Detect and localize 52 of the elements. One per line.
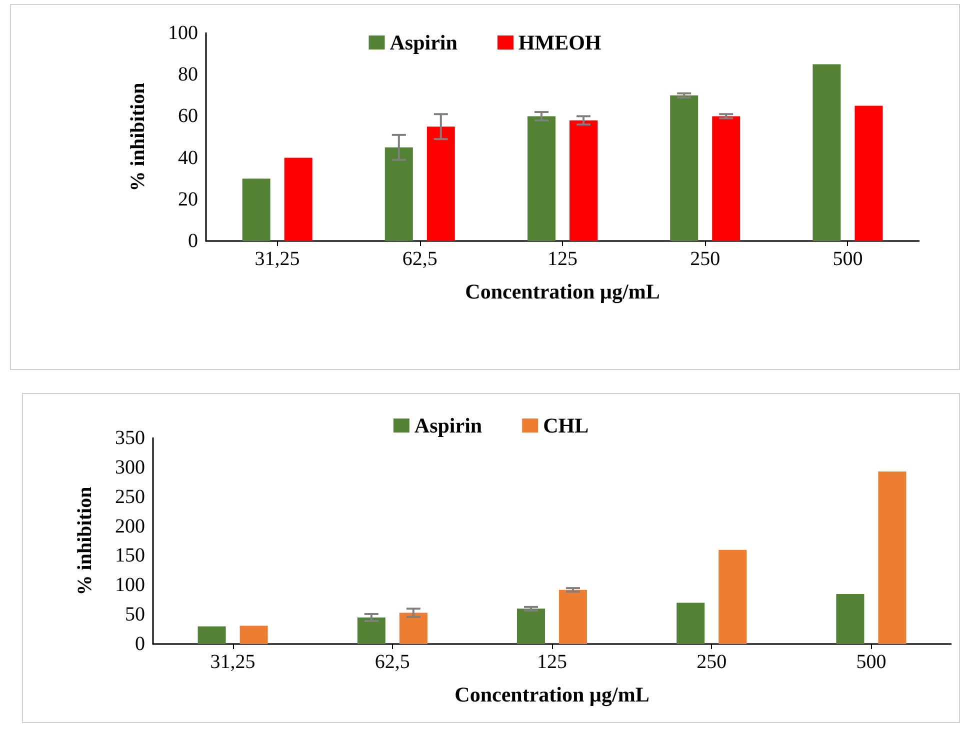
bar: [718, 550, 747, 644]
y-tick-label: 300: [115, 456, 145, 478]
legend-label: Aspirin: [390, 30, 458, 54]
x-tick-label: 31,25: [254, 248, 300, 270]
x-axis-title: Concentration µg/mL: [454, 682, 650, 706]
bar: [676, 602, 705, 644]
y-tick-label: 250: [115, 486, 145, 508]
bar: [242, 178, 270, 241]
bar: [384, 147, 413, 241]
bar: [240, 626, 268, 644]
x-tick-label: 500: [856, 651, 886, 673]
bar: [399, 612, 428, 644]
bar: [426, 126, 455, 241]
y-tick-label: 20: [178, 188, 198, 210]
bar: [878, 472, 906, 644]
x-tick-label: 250: [696, 651, 727, 673]
x-tick-label: 250: [690, 248, 720, 270]
y-tick-label: 100: [115, 574, 145, 596]
y-tick-label: 350: [115, 427, 145, 449]
y-tick-label: 80: [178, 64, 198, 86]
x-tick-label: 31,25: [210, 651, 256, 673]
bar: [357, 618, 386, 644]
bar: [570, 120, 598, 241]
y-tick-label: 0: [135, 633, 145, 655]
y-tick-label: 50: [125, 604, 145, 626]
y-tick-label: 40: [178, 146, 198, 169]
y-tick-label: 60: [178, 105, 198, 128]
x-tick-label: 62,5: [374, 651, 410, 673]
y-tick-label: 150: [115, 544, 145, 567]
bar: [670, 95, 698, 241]
legend-label: HMEOH: [518, 30, 602, 54]
bar: [517, 608, 545, 644]
y-tick-label: 0: [188, 230, 198, 252]
bar: [284, 158, 312, 241]
y-axis-title: % inhibition: [127, 82, 149, 192]
bar: [712, 116, 740, 241]
bar: [528, 116, 556, 241]
bar: [836, 594, 864, 644]
x-tick-label: 125: [548, 248, 578, 270]
x-tick-label: 62,5: [402, 248, 438, 270]
x-tick-label: 125: [537, 651, 567, 673]
bar: [198, 626, 226, 644]
bar: [854, 106, 883, 241]
y-tick-label: 100: [168, 22, 198, 44]
y-axis-title: % inhibition: [74, 486, 96, 596]
bar: [812, 64, 841, 241]
x-axis-title: Concentration µg/mL: [465, 280, 660, 304]
legend-label: Aspirin: [414, 414, 482, 438]
x-tick-label: 500: [832, 248, 863, 270]
bar: [559, 590, 587, 644]
y-tick-label: 200: [115, 515, 145, 538]
legend-label: CHL: [543, 414, 589, 438]
